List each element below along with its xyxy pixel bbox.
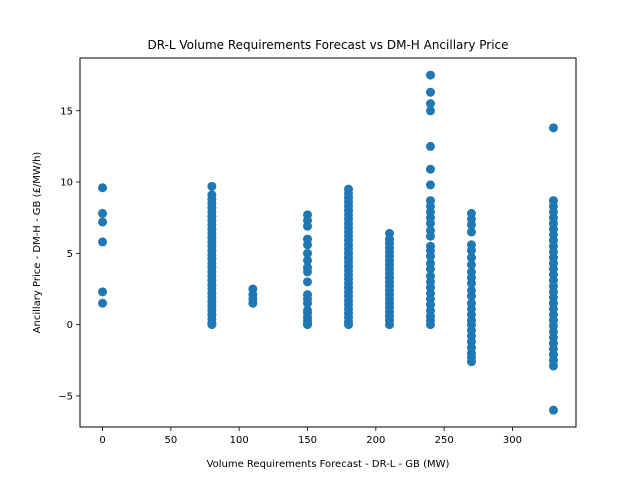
data-point bbox=[425, 70, 435, 80]
data-point bbox=[303, 267, 312, 277]
x-tick-label: 0 bbox=[99, 435, 105, 446]
y-tick-label: 15 bbox=[60, 106, 73, 117]
plot-frame bbox=[79, 57, 577, 428]
plot-area bbox=[80, 58, 576, 427]
data-point bbox=[303, 248, 312, 258]
data-point bbox=[466, 227, 476, 237]
data-point bbox=[466, 260, 476, 270]
x-tick-label: 100 bbox=[230, 435, 249, 446]
data-point bbox=[98, 208, 108, 218]
y-axis-ticks: −5 0 5 10 15 bbox=[58, 106, 80, 402]
data-point bbox=[303, 221, 312, 231]
y-axis-label: Ancillary Price - DM-H - GB (£/MW/h) bbox=[32, 152, 43, 334]
data-point bbox=[425, 87, 435, 97]
data-point bbox=[98, 298, 108, 308]
x-tick-label: 250 bbox=[435, 435, 454, 446]
data-point bbox=[425, 99, 435, 109]
data-point bbox=[425, 164, 435, 174]
data-point bbox=[98, 237, 108, 247]
data-point bbox=[303, 240, 312, 250]
data-point bbox=[466, 220, 476, 230]
data-point bbox=[425, 320, 435, 330]
data-point bbox=[98, 183, 108, 193]
x-axis-ticks: 0 50 100 150 200 250 300 bbox=[99, 427, 522, 446]
data-point bbox=[425, 231, 435, 241]
x-tick-label: 300 bbox=[503, 435, 522, 446]
data-points bbox=[98, 70, 558, 415]
data-point bbox=[548, 405, 558, 415]
data-point bbox=[303, 298, 312, 308]
data-point bbox=[425, 218, 435, 228]
data-point bbox=[303, 277, 312, 287]
y-tick-label: 5 bbox=[67, 249, 73, 260]
x-tick-label: 200 bbox=[366, 435, 385, 446]
y-tick-label: 10 bbox=[60, 178, 73, 189]
data-point bbox=[466, 245, 476, 255]
y-tick-label: 0 bbox=[67, 320, 73, 331]
data-point bbox=[344, 320, 353, 330]
data-point bbox=[248, 298, 258, 308]
data-point bbox=[207, 320, 217, 330]
data-point bbox=[425, 251, 435, 261]
data-point bbox=[466, 291, 476, 301]
y-tick-label: −5 bbox=[58, 391, 73, 402]
data-point bbox=[425, 264, 435, 274]
x-axis-label: Volume Requirements Forecast - DR-L - GB… bbox=[207, 459, 450, 470]
data-point bbox=[98, 287, 108, 297]
data-point bbox=[303, 320, 312, 330]
data-point bbox=[466, 253, 476, 263]
data-point bbox=[425, 106, 435, 116]
data-point bbox=[466, 357, 476, 367]
data-point bbox=[548, 123, 558, 133]
chart-title: DR-L Volume Requirements Forecast vs DM-… bbox=[147, 38, 508, 52]
data-point bbox=[384, 320, 394, 330]
x-tick-label: 150 bbox=[298, 435, 317, 446]
data-point bbox=[303, 255, 312, 265]
data-point bbox=[425, 180, 435, 190]
data-point bbox=[548, 361, 558, 371]
data-point bbox=[466, 278, 476, 288]
data-point bbox=[207, 181, 217, 191]
x-tick-label: 50 bbox=[164, 435, 177, 446]
data-point bbox=[98, 217, 108, 227]
data-point bbox=[425, 141, 435, 151]
